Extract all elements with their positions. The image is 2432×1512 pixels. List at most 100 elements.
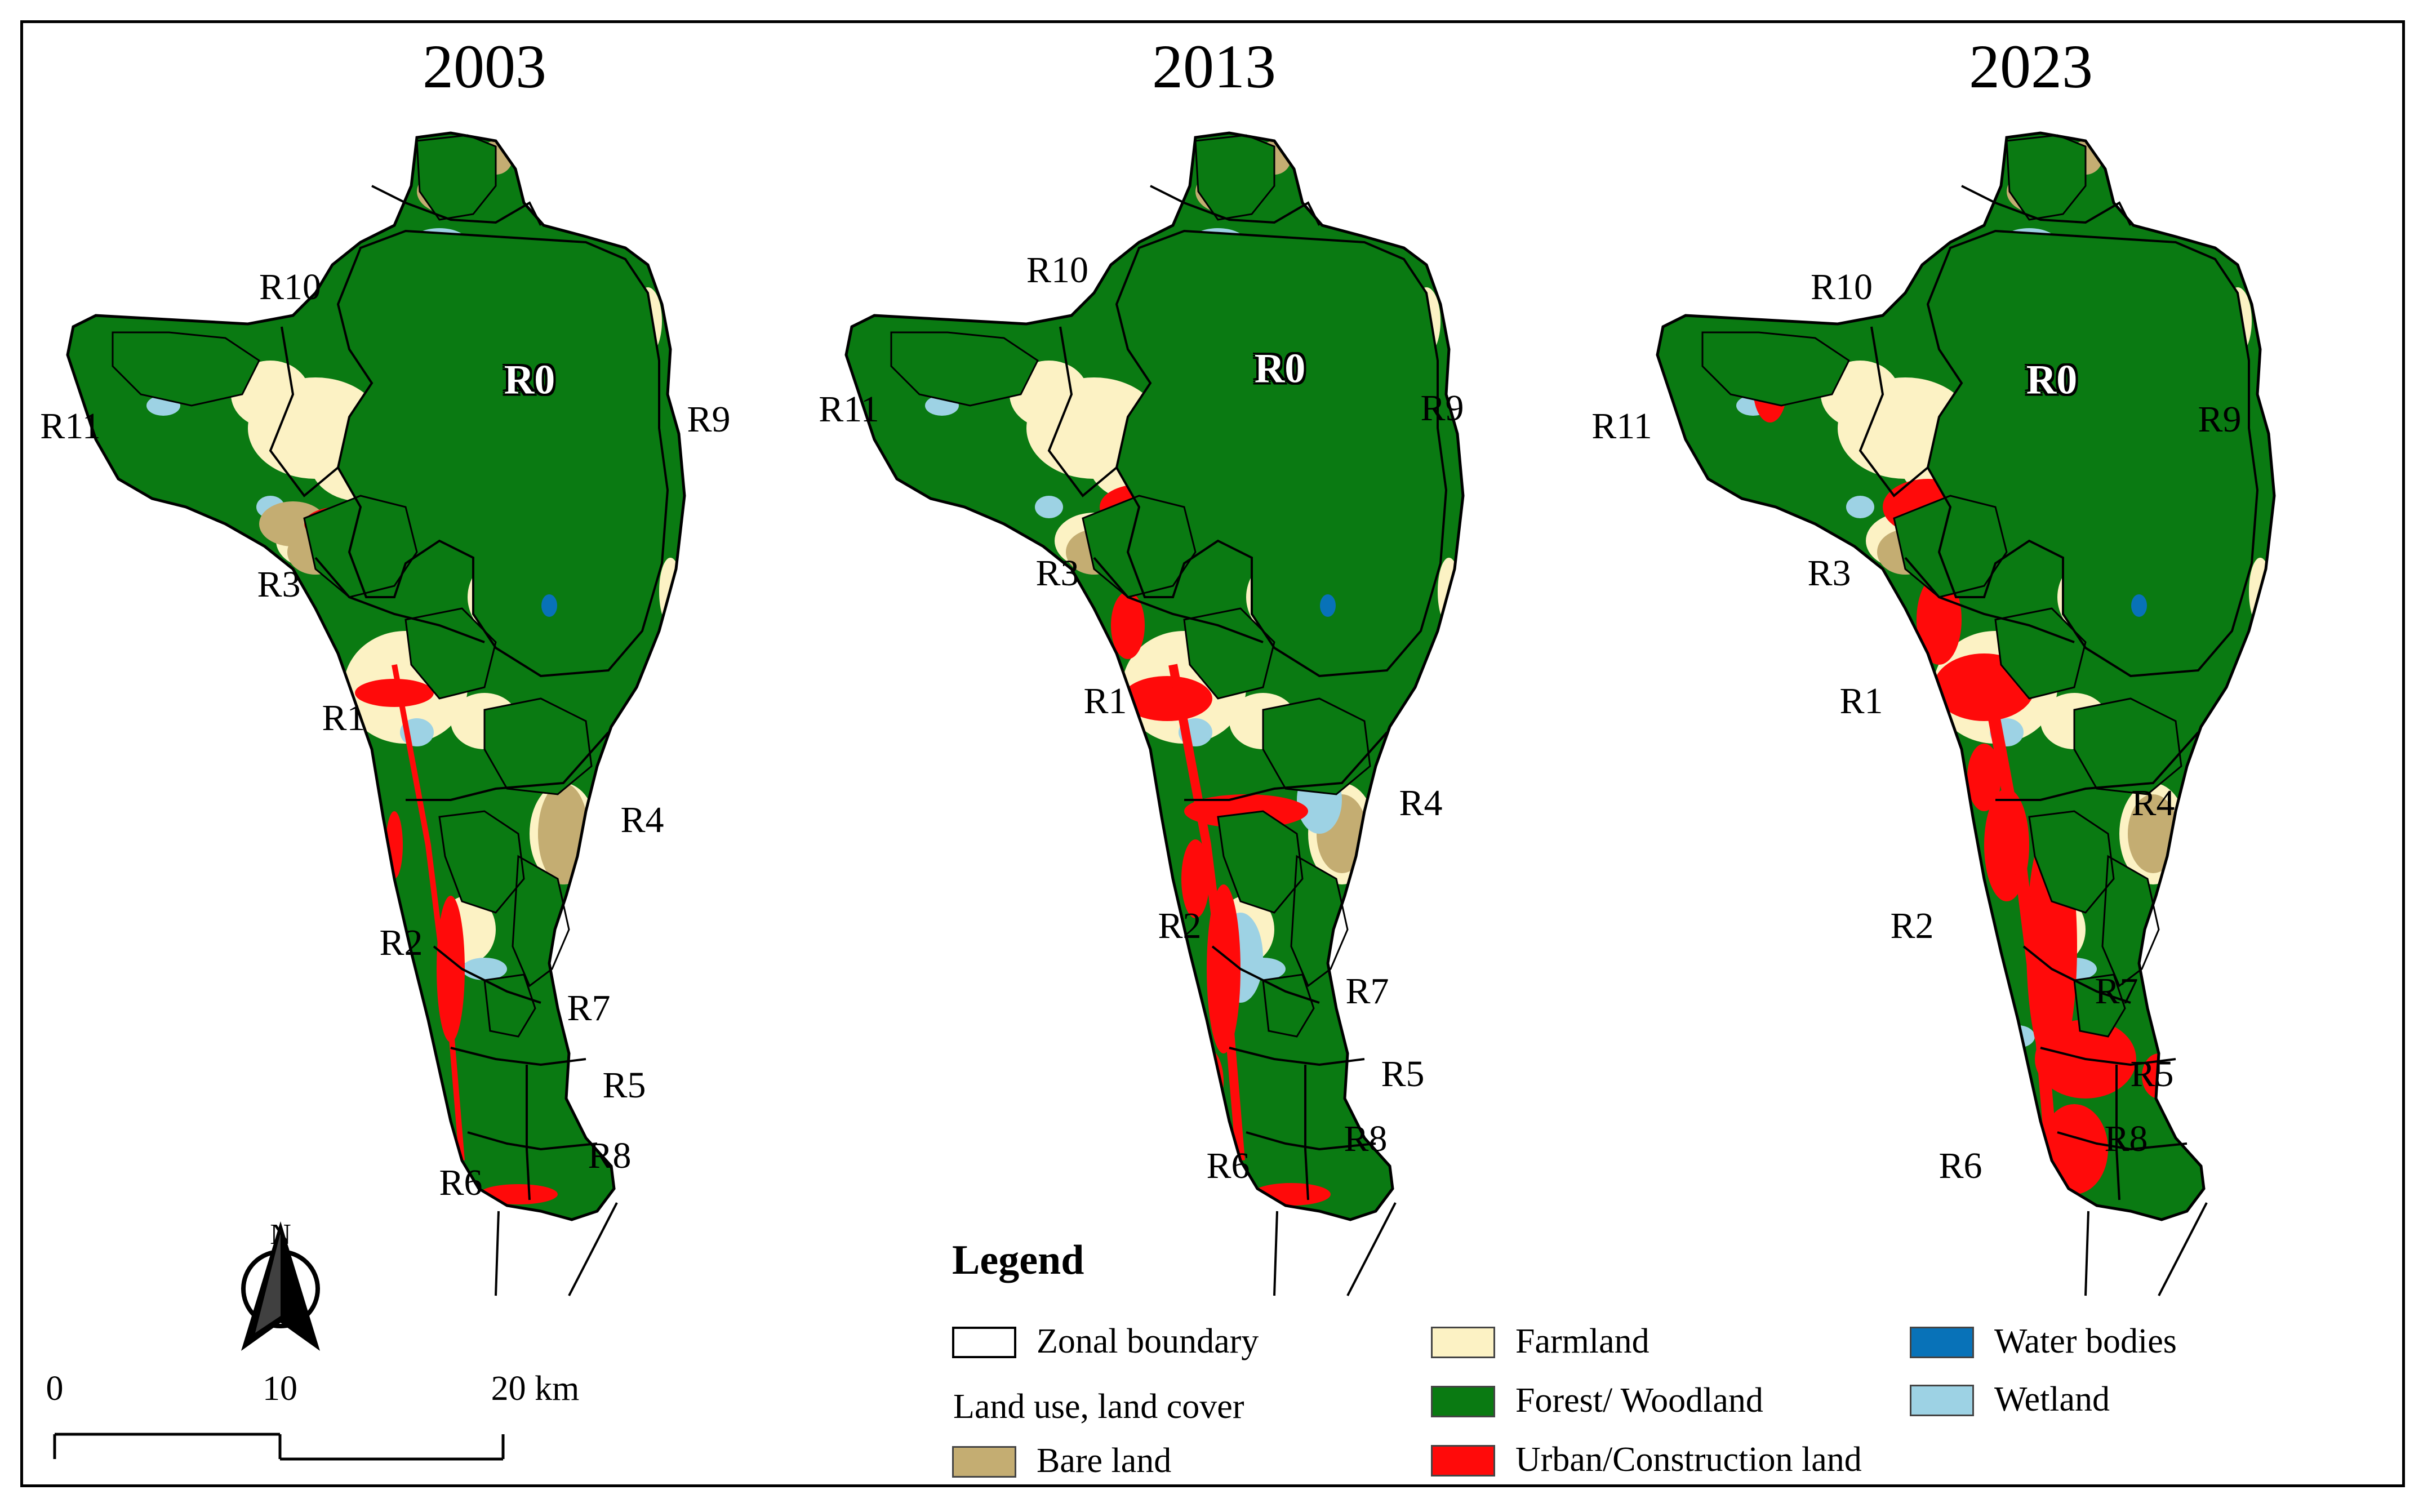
coast-line xyxy=(568,1202,618,1296)
water-body xyxy=(2131,594,2147,617)
forest-patch xyxy=(1995,608,2086,699)
coastal-urban-strip xyxy=(1168,664,1245,1161)
zone-boundary xyxy=(2022,945,2131,1004)
bare-patch xyxy=(2128,794,2178,873)
urban-patch xyxy=(1122,676,1212,721)
urban-patch xyxy=(355,679,434,707)
water-body xyxy=(541,594,557,617)
island-outline xyxy=(1656,131,2276,1221)
legend-swatch-farmland xyxy=(1431,1327,1495,1358)
zone-boundary xyxy=(483,697,593,795)
forest-patch xyxy=(417,135,496,220)
forest-patch xyxy=(1218,811,1302,913)
zone-boundary xyxy=(371,185,542,226)
scale-tick-10: 10 xyxy=(263,1369,297,1408)
zone-boundary xyxy=(1995,731,2199,801)
legend-label-bare-land: Bare land xyxy=(1037,1442,1172,1480)
region-label-r3: R3 xyxy=(257,564,301,605)
region-label-r5: R5 xyxy=(2130,1053,2174,1095)
legend-swatch-forest xyxy=(1431,1386,1495,1417)
region-label-r0: R0 xyxy=(504,357,555,403)
zone-boundary xyxy=(1093,557,1264,643)
scale-tick-0: 0 xyxy=(46,1369,64,1408)
region-label-r1: R1 xyxy=(322,697,366,739)
legend-label-boundary: Zonal boundary xyxy=(1037,1322,1259,1360)
region-label-r4: R4 xyxy=(2131,782,2175,824)
zone-boundary xyxy=(314,557,485,643)
zone-boundary xyxy=(269,326,339,497)
map-panel-2013 xyxy=(844,131,1465,1296)
zone-boundary xyxy=(1246,1131,1376,1151)
water-body xyxy=(1320,594,1336,617)
region-label-r2: R2 xyxy=(1890,905,1934,946)
region-label-r6: R6 xyxy=(1939,1145,1982,1186)
region-label-r3: R3 xyxy=(1035,553,1079,594)
region-label-r1: R1 xyxy=(1083,681,1127,722)
legend-swatch-boundary xyxy=(952,1327,1016,1358)
region-label-r8: R8 xyxy=(2104,1118,2148,1159)
forest-patch xyxy=(2007,135,2086,220)
forest-patch xyxy=(1083,496,1195,597)
zone-boundary xyxy=(512,855,570,988)
region-label-r5: R5 xyxy=(1381,1053,1425,1095)
region-label-r10: R10 xyxy=(1810,266,1873,308)
legend-swatch-urban xyxy=(1431,1445,1495,1477)
zone-boundary xyxy=(1262,973,1315,1038)
urban-patch xyxy=(1967,744,2001,811)
coast-line xyxy=(1273,1211,1278,1296)
legend-label-urban: Urban/Construction land xyxy=(1515,1440,1862,1479)
zone-boundary xyxy=(2073,697,2182,795)
zone-boundary xyxy=(2057,1131,2188,1151)
region-label-r0: R0 xyxy=(1254,345,1306,392)
island-outline xyxy=(844,131,1465,1221)
forest-patch xyxy=(1195,135,1274,220)
region-label-r8: R8 xyxy=(588,1135,632,1176)
figure-frame xyxy=(20,20,2405,1487)
zone-boundary xyxy=(438,810,525,914)
forest-patch xyxy=(2029,811,2114,913)
region-label-r11: R11 xyxy=(40,406,101,447)
urban-patch xyxy=(1181,839,1210,918)
region-label-r11: R11 xyxy=(819,389,879,430)
legend-swatch-bare-land xyxy=(952,1446,1016,1478)
wetland-patch xyxy=(1035,496,1063,518)
legend-swatch-water-bodies xyxy=(1910,1327,1974,1358)
region-label-r6: R6 xyxy=(439,1162,483,1203)
region-label-r9: R9 xyxy=(2198,399,2242,440)
region-label-r9: R9 xyxy=(1420,388,1464,429)
coast-line xyxy=(2158,1202,2208,1296)
zone-boundary xyxy=(406,731,610,801)
zone-boundary xyxy=(890,331,1039,407)
zone-boundary xyxy=(483,973,536,1038)
region-label-r7: R7 xyxy=(567,988,611,1029)
legend-label-farmland: Farmland xyxy=(1515,1322,1650,1360)
region-label-r2: R2 xyxy=(1158,905,1202,946)
zone-boundary xyxy=(2115,1065,2120,1200)
legend-title: Legend xyxy=(952,1237,1084,1283)
zone-boundary xyxy=(404,607,497,700)
zone-boundary xyxy=(467,1131,598,1151)
region-label-r9: R9 xyxy=(687,399,731,440)
region-label-r5: R5 xyxy=(602,1065,646,1106)
coast-line xyxy=(2084,1211,2089,1296)
forest-patch xyxy=(304,496,417,597)
forest-patch xyxy=(439,811,524,913)
forest-patch xyxy=(1184,608,1274,699)
zone-boundary xyxy=(1904,557,2075,643)
zone-boundary xyxy=(1217,810,1304,914)
forest-patch xyxy=(484,699,592,794)
zone-boundary xyxy=(1184,731,1388,801)
wetland-patch xyxy=(1846,496,1874,518)
legend-label-forest: Forest/ Woodland xyxy=(1515,1381,1763,1420)
map-panel-2023 xyxy=(1656,131,2276,1296)
zone-boundary xyxy=(1211,945,1320,1004)
zone-boundary xyxy=(1961,185,2132,226)
forest-patch xyxy=(2074,699,2181,794)
region-label-r3: R3 xyxy=(1807,553,1851,594)
urban-patch xyxy=(1917,575,1962,665)
region-label-r10: R10 xyxy=(1026,250,1089,291)
legend-label-water-bodies: Water bodies xyxy=(1994,1322,2177,1360)
legend-section-label: Land use, land cover xyxy=(953,1388,1244,1426)
zone-boundary xyxy=(1893,495,2008,598)
